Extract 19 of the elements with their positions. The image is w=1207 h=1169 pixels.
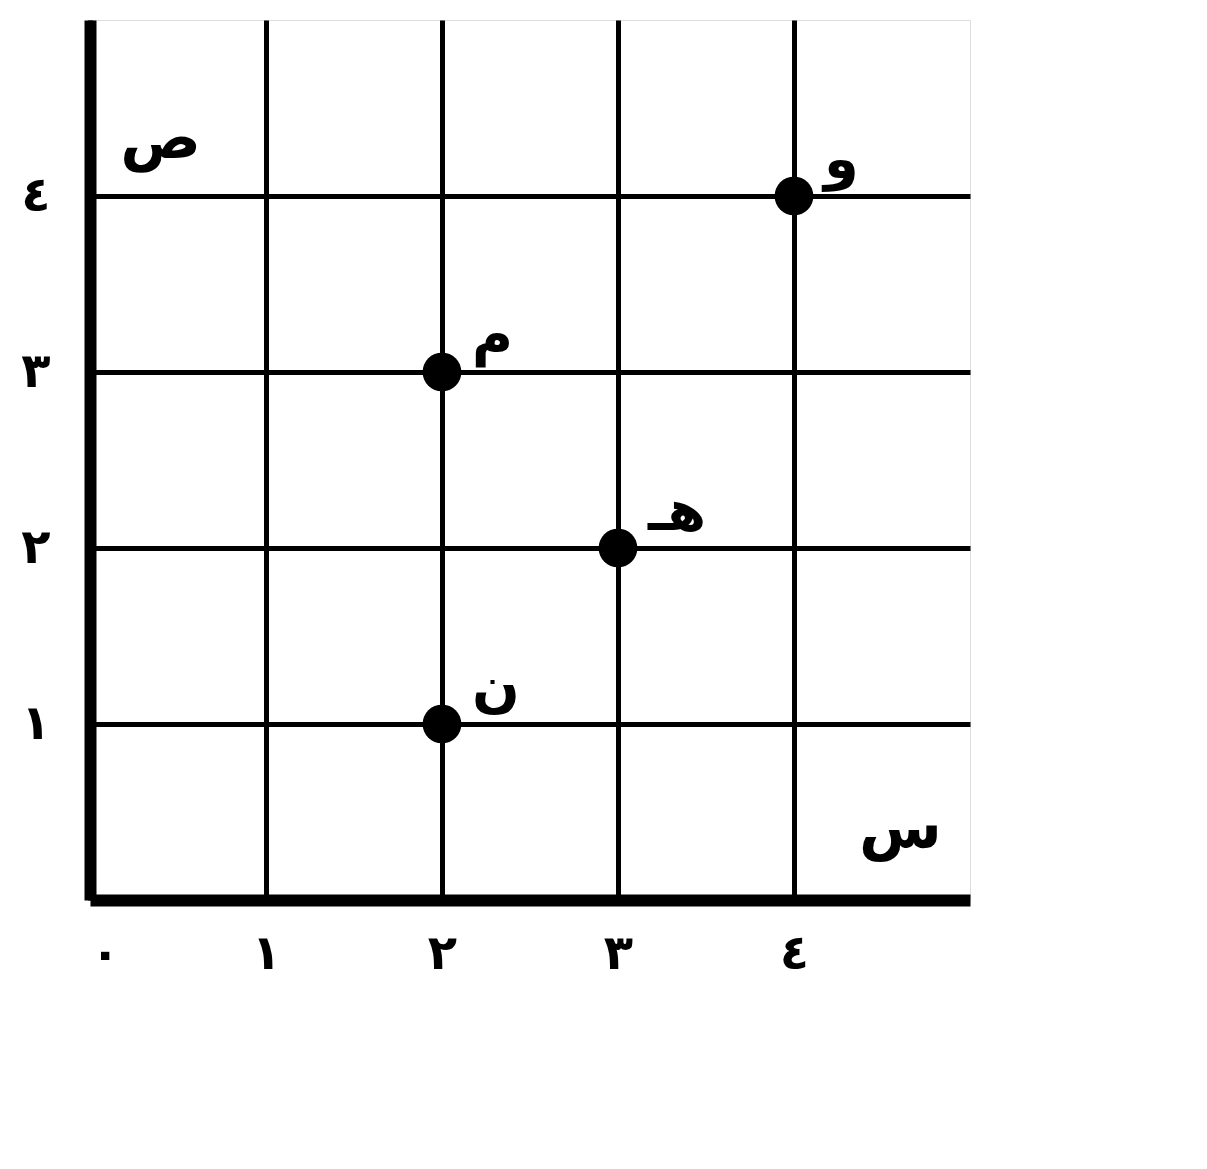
point: [598, 528, 638, 568]
annotation: م: [472, 302, 514, 368]
point: [422, 352, 462, 392]
x-axis-title: س: [859, 791, 942, 862]
y-axis-title: ص: [120, 101, 201, 173]
point: [774, 176, 814, 216]
y-tick-label: ١: [21, 693, 51, 750]
y-tick-label: ٤: [21, 165, 51, 222]
y-tick-label: ٢: [21, 517, 51, 574]
x-tick-label: ١: [251, 923, 282, 980]
annotation: و: [821, 126, 859, 192]
x-tick-label: ٣: [603, 923, 634, 980]
x-tick-label: ٢: [427, 923, 458, 980]
point: [422, 704, 462, 744]
x-tick-label: ٠: [90, 923, 120, 980]
y-tick-label: ٣: [21, 341, 51, 398]
x-tick-label: ٤: [779, 923, 810, 980]
annotation: هـ: [647, 478, 706, 543]
annotation: ن: [472, 654, 520, 719]
